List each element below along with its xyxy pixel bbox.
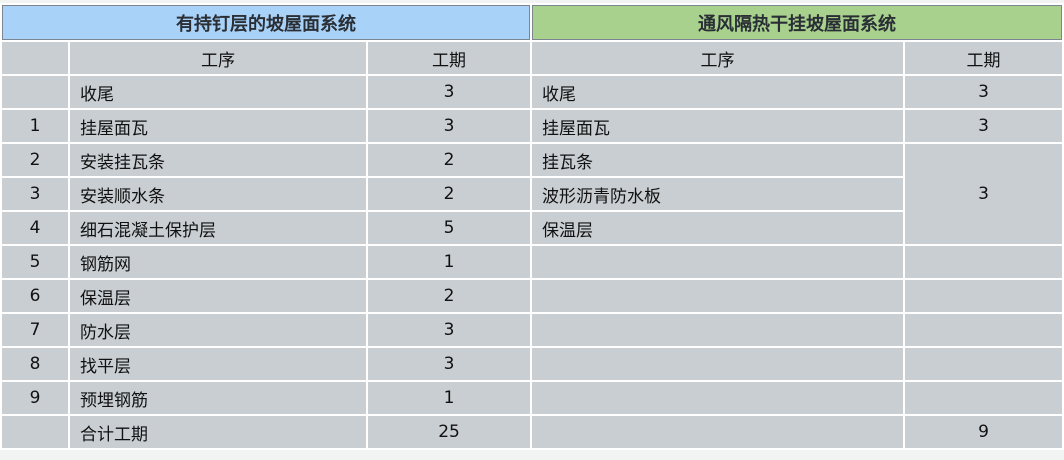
row-number: 9 — [2, 382, 68, 414]
left-duration-cell: 2 — [368, 280, 531, 312]
left-process-cell: 保温层 — [70, 280, 366, 312]
total-no — [2, 416, 68, 448]
table-row: 7 防水层 3 — [2, 314, 1063, 346]
right-process-cell — [532, 280, 904, 312]
left-process-cell: 挂屋面瓦 — [70, 110, 366, 142]
left-process-cell: 找平层 — [70, 348, 366, 380]
total-row: 合计工期 25 9 — [2, 416, 1063, 448]
left-process-cell: 预埋钢筋 — [70, 382, 366, 414]
right-duration-cell — [905, 246, 1063, 278]
left-duration-cell: 3 — [368, 110, 531, 142]
left-process-header: 工序 — [70, 42, 366, 74]
table-row: 6 保温层 2 — [2, 280, 1063, 312]
row-number: 2 — [2, 144, 68, 176]
table-row: 9 预埋钢筋 1 — [2, 382, 1063, 414]
left-process-cell: 钢筋网 — [70, 246, 366, 278]
row-number: 1 — [2, 110, 68, 142]
no-header — [2, 42, 68, 74]
left-duration-cell: 5 — [368, 212, 531, 244]
right-total-label — [532, 416, 904, 448]
right-duration-cell — [905, 280, 1063, 312]
table-row: 收尾 3 收尾 3 — [2, 76, 1063, 108]
left-duration-cell: 1 — [368, 382, 531, 414]
left-process-cell: 细石混凝土保护层 — [70, 212, 366, 244]
left-process-cell: 安装挂瓦条 — [70, 144, 366, 176]
table-row: 8 找平层 3 — [2, 348, 1063, 380]
left-duration-header: 工期 — [368, 42, 531, 74]
right-process-cell — [532, 246, 904, 278]
system-header-row: 有持钉层的坡屋面系统 通风隔热干挂坡屋面系统 — [2, 5, 1063, 40]
right-duration-cell — [905, 348, 1063, 380]
right-process-cell — [532, 314, 904, 346]
right-duration-cell — [905, 314, 1063, 346]
row-number — [2, 76, 68, 108]
row-number: 8 — [2, 348, 68, 380]
left-duration-cell: 2 — [368, 178, 531, 210]
left-duration-cell: 3 — [368, 314, 531, 346]
right-process-cell: 挂瓦条 — [532, 144, 904, 176]
left-duration-cell: 1 — [368, 246, 531, 278]
right-process-header: 工序 — [532, 42, 904, 74]
left-total-label: 合计工期 — [70, 416, 366, 448]
left-duration-cell: 3 — [368, 348, 531, 380]
row-number: 4 — [2, 212, 68, 244]
table-row: 2 安装挂瓦条 2 挂瓦条 3 — [2, 144, 1063, 244]
right-process-cell — [532, 348, 904, 380]
table-row: 5 钢筋网 1 — [2, 246, 1063, 278]
row-number: 3 — [2, 178, 68, 210]
right-process-cell: 波形沥青防水板 — [532, 178, 904, 210]
left-duration-cell: 2 — [368, 144, 531, 176]
left-process-cell: 收尾 — [70, 76, 366, 108]
right-process-cell: 挂屋面瓦 — [532, 110, 904, 142]
right-duration-cell: 3 — [905, 76, 1063, 108]
right-process-cell: 收尾 — [532, 76, 904, 108]
row-number: 6 — [2, 280, 68, 312]
right-duration-cell — [905, 382, 1063, 414]
row-number: 7 — [2, 314, 68, 346]
left-system-title: 有持钉层的坡屋面系统 — [2, 5, 531, 40]
row-number: 5 — [2, 246, 68, 278]
right-process-cell: 保温层 — [532, 212, 904, 244]
right-duration-header: 工期 — [905, 42, 1063, 74]
table-row: 3 安装顺水条 2 波形沥青防水板 — [2, 178, 1062, 210]
table-row: 4 细石混凝土保护层 5 保温层 — [2, 212, 1062, 244]
left-process-cell: 安装顺水条 — [70, 178, 366, 210]
left-duration-cell: 3 — [368, 76, 531, 108]
right-duration-cell: 3 — [905, 144, 1063, 244]
left-total: 25 — [368, 416, 531, 448]
left-process-cell: 防水层 — [70, 314, 366, 346]
column-header-row: 工序 工期 工序 工期 — [2, 42, 1063, 74]
table-row: 1 挂屋面瓦 3 挂屋面瓦 3 — [2, 110, 1063, 142]
right-process-cell — [532, 382, 904, 414]
right-system-title: 通风隔热干挂坡屋面系统 — [532, 5, 1063, 40]
right-total: 9 — [905, 416, 1063, 448]
right-duration-cell: 3 — [905, 110, 1063, 142]
schedule-comparison-table: 有持钉层的坡屋面系统 通风隔热干挂坡屋面系统 工序 工期 工序 工期 收尾 3 收尾… — [0, 3, 1064, 450]
